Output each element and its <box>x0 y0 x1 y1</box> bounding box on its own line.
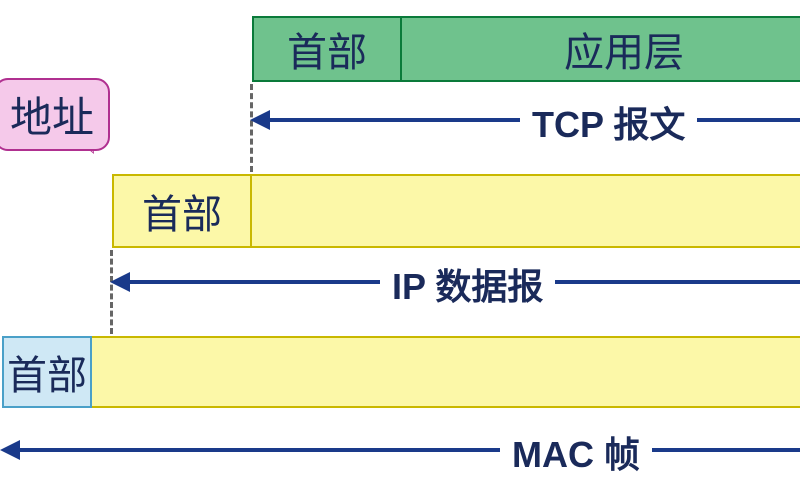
ip-header-label: 首部 <box>142 182 222 240</box>
ip-extent-label: IP 数据报 <box>380 258 555 310</box>
tcp-header-cell: 首部 <box>252 16 402 82</box>
tcp-header-label: 首部 <box>287 20 367 78</box>
mac-header-cell: 首部 <box>2 336 92 408</box>
ip-datagram-row: 首部 <box>110 172 800 250</box>
address-callout: 地址 <box>0 78 110 151</box>
mac-header-label: 首部 <box>7 343 87 401</box>
mac-arrow-head-icon <box>0 440 20 460</box>
mac-extent-arrow <box>18 448 800 452</box>
tcp-segment-row: 首部 应用层 <box>250 14 800 84</box>
ip-arrow-head-icon <box>110 272 130 292</box>
mac-payload-cell <box>92 336 800 408</box>
ip-payload-cell <box>252 174 800 248</box>
dashed-connector-ip-mac <box>110 250 113 334</box>
mac-extent-label: MAC 帧 <box>500 426 652 478</box>
address-callout-label: 地址 <box>10 84 94 145</box>
mac-frame-row: 首部 <box>0 334 800 410</box>
ip-header-cell: 首部 <box>112 174 252 248</box>
tcp-arrow-head-icon <box>250 110 270 130</box>
tcp-payload-cell: 应用层 <box>402 16 800 82</box>
tcp-extent-label: TCP 报文 <box>520 96 697 148</box>
tcp-payload-label: 应用层 <box>564 20 684 78</box>
